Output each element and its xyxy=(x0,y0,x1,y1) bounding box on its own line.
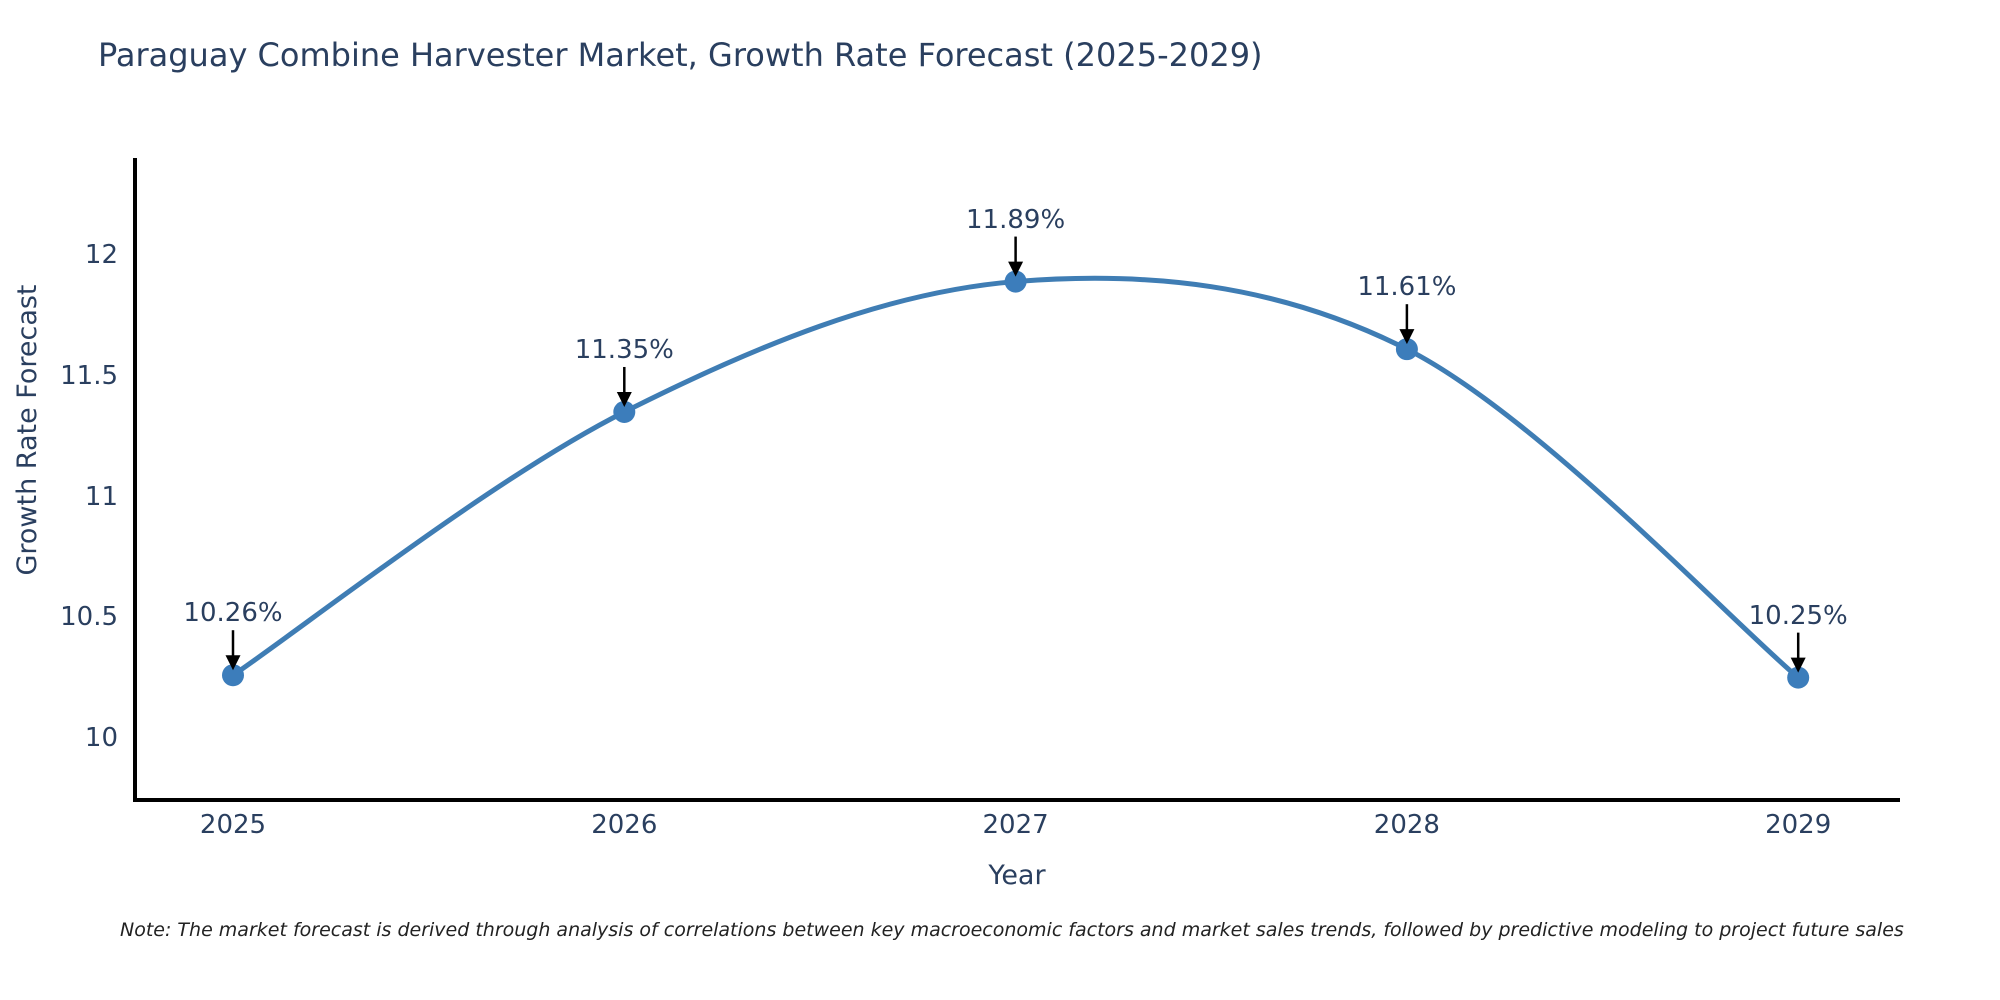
data-point-marker xyxy=(1395,338,1418,361)
annotation-arrow-head xyxy=(1790,657,1806,673)
forecast-line xyxy=(230,275,1801,681)
point-annotation: 11.61% xyxy=(1357,272,1457,303)
data-point-marker xyxy=(222,664,244,687)
annotation-arrow-head xyxy=(225,655,241,671)
footnote: Note: The market forecast is derived thr… xyxy=(120,919,1904,941)
x-tick-label: 2029 xyxy=(1765,810,1832,840)
x-tick-label: 2026 xyxy=(591,810,658,840)
point-annotation: 10.26% xyxy=(183,598,283,629)
y-axis-title: Growth Rate Forecast xyxy=(12,284,43,576)
annotation-arrow-head xyxy=(1008,261,1024,277)
y-tick-label: 11 xyxy=(84,481,118,512)
chart-title: Paraguay Combine Harvester Market, Growt… xyxy=(98,36,1263,74)
point-annotation: 11.89% xyxy=(966,204,1066,235)
y-tick-label: 10 xyxy=(84,723,118,753)
annotation-arrow-head xyxy=(1399,329,1415,345)
data-point-marker xyxy=(1004,270,1027,293)
data-point-marker xyxy=(613,400,636,423)
data-point-marker xyxy=(1787,666,1810,689)
y-tick-label: 12 xyxy=(84,240,118,270)
x-axis-title: Year xyxy=(988,860,1046,891)
x-tick-label: 2028 xyxy=(1373,810,1440,840)
y-tick-label: 10.5 xyxy=(60,602,118,633)
point-annotation: 11.35% xyxy=(574,334,674,365)
y-tick-label: 11.5 xyxy=(60,360,118,391)
point-annotation: 10.25% xyxy=(1748,600,1848,631)
x-tick-label: 2027 xyxy=(982,810,1049,840)
x-tick-label: 2025 xyxy=(199,810,267,840)
annotation-arrow-head xyxy=(616,391,632,407)
